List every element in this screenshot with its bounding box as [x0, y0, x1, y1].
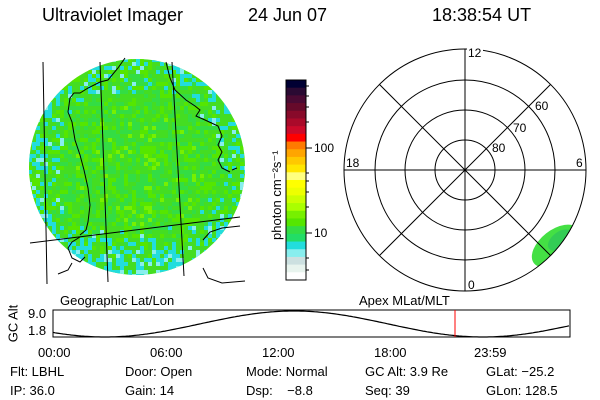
colorbar-swatch [286, 164, 306, 173]
colorbar-tick-10: 10 [314, 226, 328, 240]
x-tick: 23:59 [474, 345, 507, 360]
mlt-label-12: 12 [468, 46, 482, 60]
lat-label-60: 60 [535, 99, 549, 113]
colorbar-swatch [286, 218, 306, 227]
colorbar-unit-label: photon cm⁻²s⁻¹ [269, 150, 284, 240]
y-tick-9: 9.0 [28, 306, 47, 321]
colorbar-swatch [286, 195, 306, 204]
status-glat: GLat: −25.2 [486, 364, 555, 379]
status-gc-alt: GC Alt: 3.9 Re [365, 364, 449, 379]
mlt-label-18: 18 [346, 156, 360, 170]
colorbar-tick-100: 100 [314, 141, 334, 155]
colorbar-swatch [286, 80, 306, 89]
colorbar-swatch [286, 172, 306, 181]
altitude-strip [52, 309, 571, 338]
gc-alt-axis-label: GC Alt [5, 304, 21, 343]
colorbar-swatch [286, 241, 306, 250]
colorbar-ticks [306, 85, 312, 271]
x-tick: 18:00 [374, 345, 407, 360]
date-label: 24 Jun 07 [248, 5, 328, 25]
colorbar-swatch [286, 133, 306, 143]
colorbar-swatch [286, 203, 306, 212]
altitude-curve [52, 310, 570, 338]
colorbar-swatch [286, 110, 306, 119]
colorbar-swatch [286, 256, 306, 266]
colorbar-swatch [286, 210, 306, 219]
colorbar-swatch [286, 249, 306, 258]
colorbar-swatch [286, 103, 306, 112]
colorbar-swatch [286, 118, 306, 127]
x-tick: 00:00 [38, 345, 71, 360]
lat-label-70: 70 [513, 121, 527, 135]
apex-label: Apex MLat/MLT [359, 293, 450, 308]
colorbar [286, 80, 306, 281]
colorbar-swatch [286, 233, 306, 243]
geographic-label: Geographic Lat/Lon [60, 293, 175, 308]
colorbar-swatch [286, 126, 306, 135]
x-tick: 06:00 [150, 345, 183, 360]
colorbar-swatch [286, 272, 306, 281]
coastlines [57, 57, 246, 284]
status-ip: IP: 36.0 [10, 383, 55, 398]
status-filter: Flt: LBHL [10, 364, 65, 379]
colorbar-swatch [286, 226, 306, 235]
colorbar-swatch [286, 95, 306, 104]
colorbar-swatch [286, 156, 306, 166]
status-gain: Gain: 14 [125, 383, 175, 398]
auroral-patch [531, 224, 581, 268]
status-seq: Seq: 39 [365, 383, 410, 398]
status-glon: GLon: 128.5 [486, 383, 558, 398]
colorbar-swatch [286, 87, 306, 96]
x-tick: 12:00 [262, 345, 295, 360]
colorbar-swatch [286, 264, 306, 273]
colorbar-frame [285, 79, 307, 281]
status-door: Door: Open [125, 364, 193, 379]
status-dsp: Dsp: −8.8 [246, 383, 313, 398]
lat-label-80: 80 [492, 141, 506, 155]
status-mode: Mode: Normal [246, 364, 328, 379]
colorbar-swatch [286, 180, 306, 189]
geo-grid-lines [29, 61, 241, 285]
colorbar-swatch [286, 141, 306, 150]
mlt-label-0: 0 [468, 278, 475, 292]
mlt-label-6: 6 [576, 156, 583, 170]
y-tick-1-8: 1.8 [28, 323, 47, 338]
earth-image [29, 57, 246, 285]
colorbar-swatch [286, 187, 306, 196]
app-title: Ultraviolet Imager [42, 5, 184, 25]
polar-plot: 12 18 6 0 60 70 80 [343, 46, 587, 292]
colorbar-swatch [286, 149, 306, 158]
time-label: 18:38:54 UT [432, 5, 532, 25]
